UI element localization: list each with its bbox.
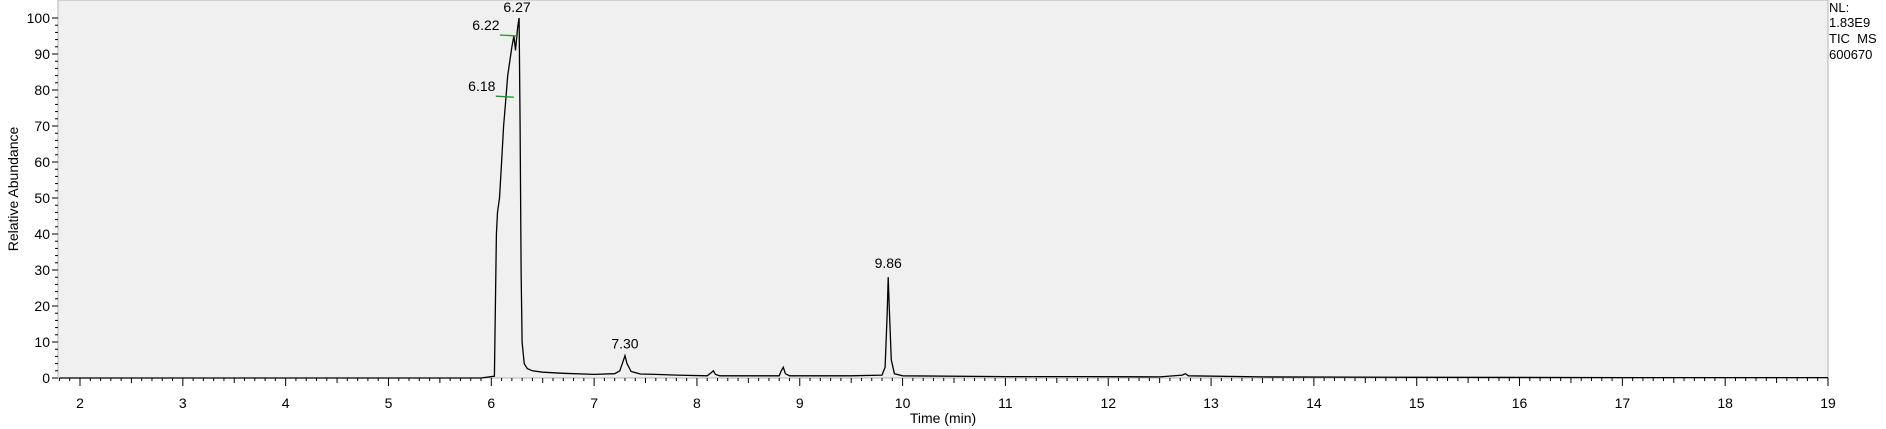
x-tick-label: 16 bbox=[1512, 395, 1528, 411]
sample-id: 600670 bbox=[1829, 47, 1872, 62]
y-axis: 0 10 20 30 40 50 60 70 80 90 100 bbox=[27, 10, 58, 386]
x-tick-label: 5 bbox=[385, 395, 393, 411]
nl-value: 1.83E9 bbox=[1829, 15, 1870, 30]
x-tick-label: 12 bbox=[1100, 395, 1116, 411]
y-axis-title: Relative Abundance bbox=[5, 127, 21, 252]
y-tick-label: 60 bbox=[34, 154, 50, 170]
y-tick-label: 70 bbox=[34, 118, 50, 134]
x-axis: 2 3 4 5 6 7 8 9 10 11 12 13 14 15 16 17 18 19 bbox=[58, 378, 1836, 411]
peak-labels: 6.27 6.22 6.18 7.30 9.86 bbox=[468, 0, 902, 352]
peak-label: 9.86 bbox=[875, 255, 902, 271]
peak-label: 6.27 bbox=[503, 0, 530, 15]
y-tick-label: 0 bbox=[42, 370, 50, 386]
nl-label: NL: bbox=[1829, 0, 1849, 15]
y-tick-label: 30 bbox=[34, 262, 50, 278]
x-tick-label: 3 bbox=[179, 395, 187, 411]
x-axis-title: Time (min) bbox=[910, 410, 976, 426]
x-tick-label: 19 bbox=[1820, 395, 1836, 411]
filter-label: TIC MS bbox=[1829, 31, 1877, 46]
integration-markers bbox=[495, 34, 518, 98]
y-tick-label: 10 bbox=[34, 334, 50, 350]
y-tick-label: 100 bbox=[27, 10, 51, 26]
x-tick-label: 2 bbox=[76, 395, 84, 411]
x-tick-label: 15 bbox=[1409, 395, 1425, 411]
x-tick-label: 17 bbox=[1615, 395, 1631, 411]
x-tick-label: 8 bbox=[693, 395, 701, 411]
x-tick-label: 18 bbox=[1717, 395, 1733, 411]
x-tick-label: 9 bbox=[796, 395, 804, 411]
x-tick-label: 10 bbox=[895, 395, 911, 411]
integration-marker bbox=[499, 34, 518, 37]
peak-label: 6.22 bbox=[472, 17, 499, 33]
x-tick-label: 6 bbox=[487, 395, 495, 411]
trace-info: NL: 1.83E9 TIC MS 600670 bbox=[1829, 0, 1877, 62]
plot-area bbox=[57, 0, 1829, 379]
y-tick-label: 90 bbox=[34, 46, 50, 62]
x-tick-label: 11 bbox=[998, 395, 1013, 411]
integration-marker bbox=[495, 95, 514, 98]
x-tick-label: 7 bbox=[590, 395, 598, 411]
y-tick-label: 80 bbox=[34, 82, 50, 98]
y-tick-label: 40 bbox=[34, 226, 50, 242]
y-tick-label: 50 bbox=[34, 190, 50, 206]
x-tick-label: 14 bbox=[1306, 395, 1322, 411]
x-tick-label: 13 bbox=[1203, 395, 1219, 411]
y-tick-label: 20 bbox=[34, 298, 50, 314]
x-tick-label: 4 bbox=[282, 395, 290, 411]
peak-label: 6.18 bbox=[468, 78, 495, 94]
peak-label: 7.30 bbox=[611, 336, 638, 352]
tic-trace bbox=[59, 17, 1828, 379]
